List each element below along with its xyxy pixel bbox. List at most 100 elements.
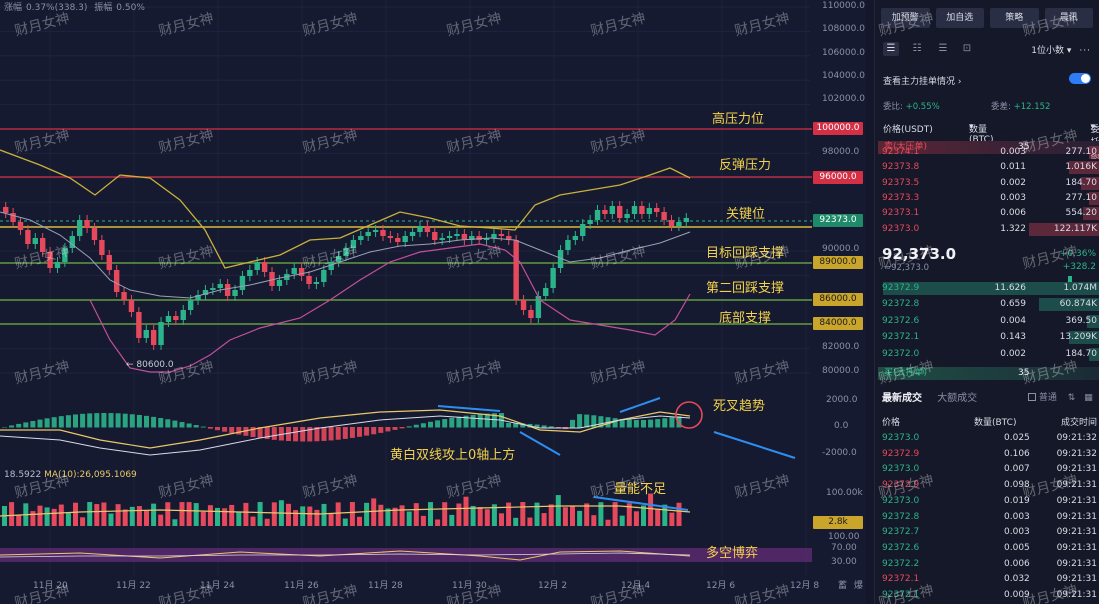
- ask-row[interactable]: 92373.1 0.006 554.20: [880, 206, 1099, 221]
- macd-bar: [271, 427, 277, 440]
- candle: [291, 268, 297, 274]
- ask-row[interactable]: 92373.8 0.011 1.016K: [880, 160, 1099, 175]
- ask-price: 92373.1: [882, 208, 920, 219]
- candle: [387, 236, 394, 238]
- candle: [358, 236, 364, 240]
- bid-total: 13.209K: [1059, 332, 1097, 343]
- upper-band: [0, 149, 691, 269]
- main-order-toggle-row: 查看主力挂单情况 ›: [883, 73, 1091, 87]
- ob-header-qty[interactable]: 数量 (BTC) ▾: [969, 122, 994, 145]
- corner-label-b[interactable]: 爆: [854, 581, 864, 591]
- depth-bar: [1089, 146, 1099, 159]
- macd-bar: [314, 427, 320, 442]
- bid-row[interactable]: 92372.9 11.626 1.074M: [880, 281, 1099, 296]
- volume-bar: [250, 516, 256, 526]
- death-cross-circle: [675, 401, 703, 429]
- macd-bar: [641, 419, 646, 428]
- tab-large-trades[interactable]: 大额成交: [937, 393, 978, 404]
- decimal-select[interactable]: 1位小数 ▾ ···: [1031, 46, 1091, 56]
- volume-bar: [122, 509, 128, 526]
- macd-bar: [626, 419, 632, 428]
- annotation-rebound-pressure: 反弹压力: [719, 158, 772, 173]
- volume-bar: [264, 518, 270, 526]
- depth-view-icon[interactable]: ⊡: [962, 43, 972, 54]
- ob-header-total[interactable]: 委托额 ▾: [1090, 122, 1099, 161]
- news-button[interactable]: 晨讯: [1044, 8, 1093, 28]
- ask-row[interactable]: 92374.1 0.003 277.10: [880, 145, 1099, 160]
- bids-view-icon[interactable]: ☷: [912, 43, 922, 54]
- ask-row[interactable]: 92373.5 0.002 184.70: [880, 176, 1099, 191]
- candle: [572, 236, 579, 240]
- date-label: 12月 6: [706, 581, 736, 591]
- ask-row[interactable]: 92373.0 1.322 122.117K: [880, 222, 1099, 237]
- candle: [483, 238, 490, 240]
- macd-bar: [30, 420, 36, 428]
- normal-checkbox[interactable]: [1028, 393, 1036, 401]
- chart-canvas[interactable]: [0, 0, 866, 604]
- filter-icon[interactable]: ⇅: [1067, 393, 1076, 403]
- candle: [557, 250, 564, 268]
- add-favorite-button[interactable]: 加自选: [935, 8, 984, 28]
- top-info: 涨幅 0.37%(338.3) 振幅 0.50%: [4, 3, 145, 13]
- volume-bar: [87, 502, 93, 526]
- main-order-toggle[interactable]: [1069, 73, 1091, 84]
- annotation-key-level: 关键位: [726, 207, 766, 222]
- date-label: 11月 20: [33, 581, 68, 591]
- ask-row[interactable]: 92373.3 0.003 277.10: [880, 191, 1099, 206]
- corner-label-a[interactable]: 蓄: [838, 581, 848, 591]
- candle: [158, 322, 164, 345]
- rsi-label-30: 30.00: [831, 557, 857, 567]
- ask-qty: 0.011: [1000, 162, 1026, 173]
- candle: [25, 230, 31, 244]
- candle: [17, 222, 24, 230]
- strategy-button[interactable]: 策略: [990, 8, 1039, 28]
- candle: [328, 262, 334, 270]
- chevron-right-icon: ›: [957, 77, 962, 87]
- arrow-annotation: [437, 405, 501, 412]
- depth-bar: [1087, 314, 1099, 328]
- candle: [491, 234, 497, 238]
- bid-row[interactable]: 92372.8 0.659 60.874K: [880, 297, 1099, 312]
- trade-qty: 0.106: [1004, 448, 1030, 459]
- tab-latest-trades[interactable]: 最新成交: [882, 393, 922, 404]
- trade-price: 92372.9: [882, 448, 920, 459]
- price-tag-volume: 2.8k: [813, 516, 863, 529]
- macd-bar: [23, 422, 29, 428]
- bid-row[interactable]: 92372.1 0.143 13.209K: [880, 330, 1099, 345]
- grid-icon[interactable]: ▦: [1084, 393, 1093, 403]
- macd-bar: [584, 414, 590, 428]
- candle: [202, 290, 209, 295]
- depth-bar: [1029, 222, 1099, 236]
- add-alert-button[interactable]: 加预警: [881, 8, 930, 28]
- rsi-label-70: 70.00: [831, 543, 857, 553]
- candlestick-chart[interactable]: 涨幅 0.37%(338.3) 振幅 0.50% 18.5922 MA(10):26…: [0, 0, 866, 604]
- macd-bar: [80, 413, 86, 428]
- bid-row[interactable]: 92372.6 0.004 369.50: [880, 314, 1099, 329]
- volume-bar: [129, 506, 135, 526]
- candle: [62, 248, 68, 262]
- volume-bar: [357, 516, 362, 526]
- bid-qty: 0.004: [1000, 315, 1026, 326]
- macd-bar: [357, 427, 362, 437]
- asks-view-icon[interactable]: ☰: [938, 43, 948, 54]
- bid-total: 60.874K: [1059, 299, 1097, 310]
- ask-price: 92373.3: [882, 192, 920, 203]
- price-tag-96000: 96000.0: [813, 171, 863, 184]
- bid-row[interactable]: 92372.0 0.002 184.70: [880, 347, 1099, 362]
- bid-qty: 0.143: [1000, 332, 1026, 343]
- ask-qty: 1.322: [1000, 223, 1026, 234]
- macd-bar: [484, 413, 490, 428]
- volume-bar: [470, 505, 476, 526]
- volume-bar: [101, 502, 107, 526]
- volume-bar: [37, 505, 43, 526]
- macd-bar: [229, 427, 235, 434]
- trade-row: 92373.0 0.007 09:21:31: [880, 464, 1099, 475]
- macd-bar: [73, 414, 78, 428]
- both-sides-view-icon[interactable]: ☰: [883, 42, 899, 56]
- ask-total: 1.016K: [1065, 162, 1097, 173]
- trade-row: 92372.9 0.106 09:21:32: [880, 449, 1099, 460]
- macd-bar: [506, 423, 512, 428]
- candle: [461, 234, 468, 240]
- volume-bar: [115, 504, 121, 526]
